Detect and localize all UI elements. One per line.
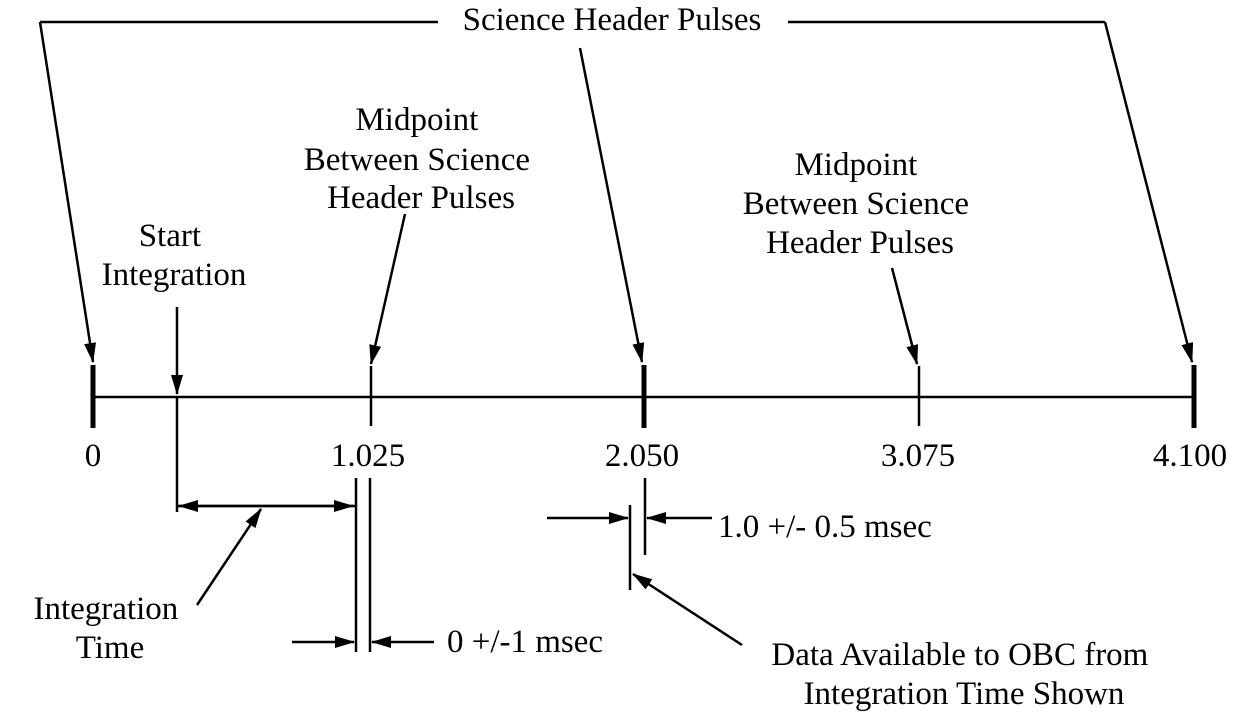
pulse-arrow-0	[38, 21, 97, 363]
tick-label-2050: 2.050	[605, 438, 679, 474]
pulse-arrow-2050	[578, 47, 645, 363]
tick-label-1025: 1.025	[331, 438, 405, 474]
midpoint-arrow-1	[369, 213, 407, 365]
start-integration-label: Start Integration	[102, 218, 247, 293]
data-available-pointer	[632, 572, 743, 647]
data-available-label: Data Available to OBC from Integration T…	[771, 637, 1156, 712]
tick-label-3075: 3.075	[881, 438, 955, 474]
midpoint-label-2: Midpoint Between Science Header Pulses	[743, 147, 978, 261]
tick-label-4100: 4.100	[1153, 438, 1227, 474]
tolerance-2-label: 1.0 +/- 0.5 msec	[718, 509, 932, 545]
integration-time-pointer	[195, 508, 263, 606]
title: Science Header Pulses	[463, 2, 762, 38]
pulse-arrow-4100	[1103, 21, 1194, 363]
midpoint-arrow-2	[890, 267, 919, 365]
tolerance-1-label: 0 +/-1 msec	[447, 624, 603, 660]
integration-time-label: Integration Time	[33, 591, 186, 666]
tick-label-0: 0	[85, 438, 102, 474]
midpoint-label-1: Midpoint Between Science Header Pulses	[304, 102, 539, 216]
